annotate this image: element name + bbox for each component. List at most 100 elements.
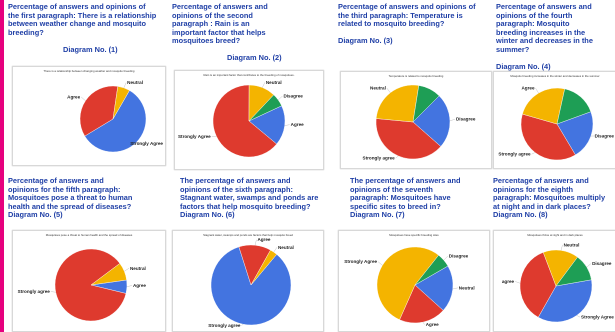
slice-label: Agree bbox=[291, 122, 304, 127]
slice-label: Agree bbox=[426, 322, 439, 327]
pie-slice bbox=[250, 249, 277, 286]
pie-chart-7: Mosquitoes have specific breeding sites N… bbox=[344, 233, 475, 327]
leader-line bbox=[452, 287, 458, 290]
diagram-label-7: Diagram No. (7) bbox=[350, 210, 405, 219]
pie-slice bbox=[537, 279, 593, 323]
slice-label: Agree bbox=[521, 86, 534, 91]
slice-label: Neutral bbox=[278, 245, 294, 250]
leader-line bbox=[81, 96, 86, 101]
leader-line bbox=[449, 119, 456, 121]
pie-chart-1: There is a relationship between changing… bbox=[44, 69, 163, 153]
slice-label: Disagree bbox=[456, 117, 476, 122]
slice-label: Strongly agree bbox=[208, 323, 241, 328]
pie-chart-card-2: Rain is an important factor that contrib… bbox=[174, 70, 324, 170]
pie-slice bbox=[520, 113, 576, 161]
leader-line bbox=[50, 291, 56, 293]
leader-line bbox=[377, 261, 383, 266]
pie-chart-card-5: Mosquitoes pose a threat to human health… bbox=[12, 230, 166, 332]
slice-label: Neutral bbox=[459, 285, 475, 290]
leader-line bbox=[124, 268, 130, 272]
diagram-label-8: Diagram No. (8) bbox=[493, 210, 548, 219]
diagram-label-6: Diagram No. (6) bbox=[180, 210, 235, 219]
leader-line bbox=[422, 322, 425, 325]
panel-caption-3: Percentage of answers and opinions of th… bbox=[338, 2, 476, 29]
diagram-label-2: Diagram No. (2) bbox=[227, 53, 282, 62]
panel-caption-2: Percentage of answers and opinions of th… bbox=[172, 2, 268, 46]
pie-slice bbox=[519, 252, 557, 318]
chart-title: Mosquitoes pose a threat to human health… bbox=[46, 233, 133, 237]
pie-chart-6: Stagnant water, swamps and ponds are fac… bbox=[203, 233, 294, 328]
slice-label: Disagree bbox=[283, 94, 303, 99]
pie-slice bbox=[248, 105, 286, 145]
leader-line bbox=[531, 152, 536, 155]
panel-caption-6: The percentage of answers and opinions o… bbox=[180, 176, 319, 211]
slice-label: Strongly Agree bbox=[581, 315, 614, 320]
diagram-label-4: Diagram No. (4) bbox=[496, 62, 551, 71]
slice-label: Disagree bbox=[449, 254, 469, 259]
slice-label: Neutral bbox=[564, 242, 580, 247]
leader-line bbox=[586, 263, 592, 268]
slice-label: Strongly agree bbox=[18, 289, 51, 294]
slice-label: Strongly Agree bbox=[344, 259, 377, 264]
slice-label: Agree bbox=[133, 283, 146, 288]
pie-slice bbox=[84, 90, 147, 153]
pie-chart-card-8: Mosquitoes thrive at night and in dark p… bbox=[493, 230, 615, 332]
slice-label: Neutral bbox=[130, 266, 146, 271]
slice-label: Strongly agree bbox=[498, 152, 531, 157]
pie-slice bbox=[414, 254, 449, 286]
pie-slice bbox=[556, 88, 592, 125]
pie-chart-card-3: Temperature is related to mosquito breed… bbox=[340, 71, 492, 169]
chart-title: Rain is an important factor that contrib… bbox=[204, 73, 295, 77]
leader-line bbox=[560, 244, 563, 251]
leader-line bbox=[535, 88, 539, 94]
slice-label: Disagree bbox=[595, 133, 615, 138]
panel-caption-8: Percentage of answers and opinions for t… bbox=[493, 176, 606, 211]
slice-label: Strongly agree bbox=[363, 156, 396, 161]
leader-line bbox=[273, 247, 278, 253]
panel-caption-5: Percentage of answers and opinions for t… bbox=[8, 176, 133, 211]
leader-line bbox=[126, 285, 132, 287]
chart-title: Stagnant water, swamps and ponds are fac… bbox=[203, 233, 293, 237]
pie-slice bbox=[375, 118, 442, 160]
chart-title: Mosquitoes have specific breeding sites bbox=[389, 233, 439, 237]
pie-chart-3: Temperature is related to mosquito breed… bbox=[363, 74, 476, 161]
pie-slice bbox=[375, 84, 420, 123]
leader-line bbox=[262, 82, 265, 88]
pie-slice bbox=[412, 85, 440, 123]
pie-slice bbox=[399, 284, 444, 324]
slice-label: Agree bbox=[67, 95, 80, 100]
pie-chart-2: Rain is an important factor that contrib… bbox=[178, 73, 304, 158]
diagram-label-5: Diagram No. (5) bbox=[8, 210, 63, 219]
pie-slice bbox=[522, 87, 565, 125]
leader-line bbox=[254, 239, 257, 246]
accent-bar bbox=[0, 0, 4, 332]
diagram-label-1: Diagram No. (1) bbox=[63, 45, 118, 54]
leader-line bbox=[515, 281, 521, 284]
leader-line bbox=[136, 141, 141, 144]
leader-line bbox=[241, 324, 244, 326]
pie-chart-8: Mosquitoes thrive at night and in dark p… bbox=[502, 233, 614, 323]
leader-line bbox=[395, 155, 399, 159]
chart-title: Temperature is related to mosquito breed… bbox=[389, 74, 444, 78]
slice-label: Disagree bbox=[592, 261, 612, 266]
pie-chart-card-4: Mosquito breeding increases in the winte… bbox=[493, 71, 615, 169]
pie-chart-card-1: There is a relationship between changing… bbox=[12, 66, 166, 166]
diagram-label-3: Diagram No. (3) bbox=[338, 36, 393, 45]
slice-label: Neutral bbox=[370, 86, 386, 91]
leader-line bbox=[443, 255, 448, 261]
slice-label: Neutral bbox=[266, 80, 282, 85]
chart-title: Mosquitoes thrive at night and in dark p… bbox=[527, 233, 583, 237]
pie-chart-card-7: Mosquitoes have specific breeding sites N… bbox=[338, 230, 490, 332]
chart-title: Mosquito breeding increases in the winte… bbox=[510, 74, 599, 78]
pie-chart-4: Mosquito breeding increases in the winte… bbox=[498, 74, 615, 161]
pie-slice bbox=[212, 84, 277, 158]
panel-caption-4: Percentage of answers and opinions of th… bbox=[496, 2, 593, 54]
panel-caption-1: Percentage of answers and opinions of th… bbox=[8, 2, 157, 37]
pie-slice bbox=[210, 246, 292, 326]
slice-label: Neutral bbox=[127, 80, 143, 85]
leader-line bbox=[386, 88, 391, 93]
panel-caption-7: The percentage of answers and opinions o… bbox=[350, 176, 461, 211]
slice-label: Strongly Agree bbox=[130, 141, 163, 146]
slice-label: Agree bbox=[257, 237, 270, 242]
leader-line bbox=[284, 124, 290, 126]
